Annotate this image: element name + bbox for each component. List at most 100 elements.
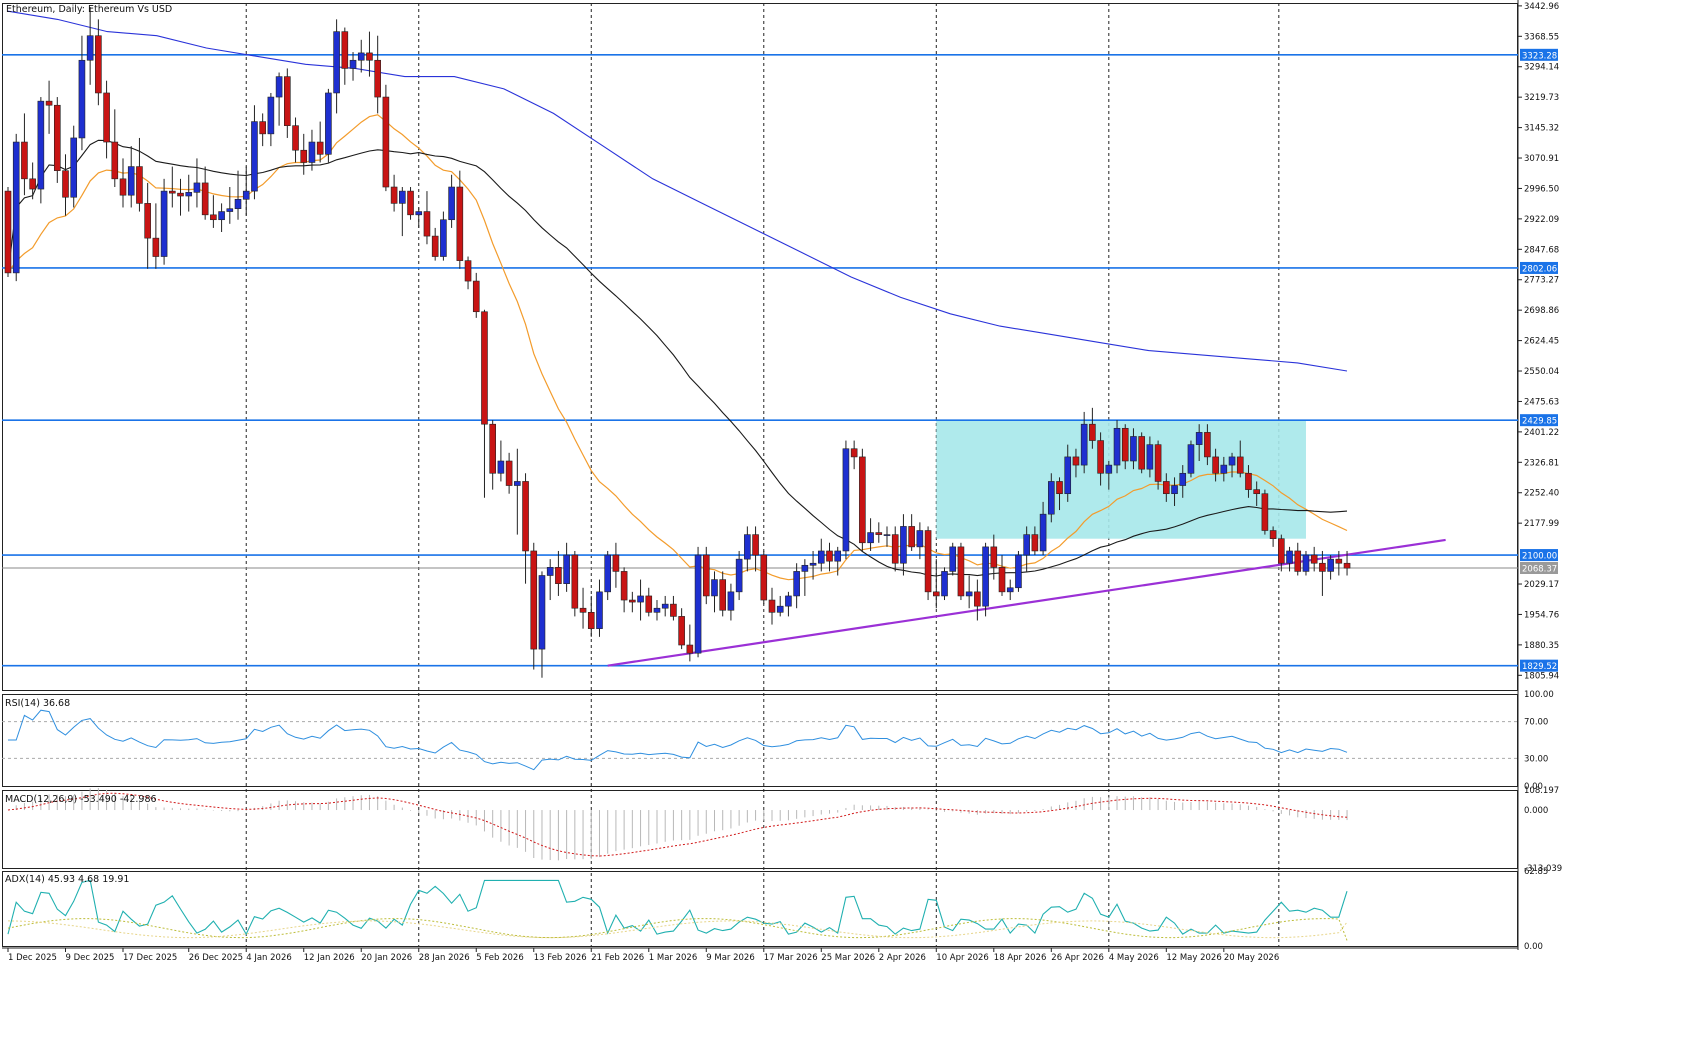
macd-axis-label: 108.197	[1524, 786, 1559, 796]
bear-candle	[423, 211, 431, 237]
bull-candle	[694, 554, 702, 654]
bear-candle	[119, 178, 127, 196]
indicators-layer	[2, 709, 1518, 941]
price-axis-label: 3442.96	[1524, 2, 1559, 12]
price-axis-label: 3219.73	[1524, 93, 1559, 103]
bull-candle	[793, 571, 800, 597]
bear-candle	[111, 141, 119, 180]
bear-candle	[752, 534, 759, 556]
candles-layer	[4, 7, 1351, 678]
bear-candle	[719, 579, 727, 611]
bear-candle	[974, 591, 981, 607]
bull-candle	[193, 182, 201, 193]
bull-candle	[1048, 481, 1055, 515]
bear-candle	[144, 203, 151, 239]
bear-candle	[760, 554, 768, 601]
rsi-axis-label: 70.00	[1524, 718, 1548, 728]
time-axis-label: 9 Mar 2026	[706, 953, 754, 963]
time-axis-label: 17 Mar 2026	[764, 953, 818, 963]
bear-candle	[1138, 436, 1145, 470]
time-axis-label: 4 May 2026	[1109, 953, 1159, 963]
bear-candle	[292, 125, 299, 151]
rsi-axis-label: 30.00	[1524, 754, 1548, 764]
bear-candle	[456, 186, 464, 261]
bear-candle	[53, 104, 61, 171]
bull-candle	[185, 192, 193, 197]
bull-candle	[809, 562, 817, 566]
adx-minus-di-line	[7, 920, 1348, 939]
bear-candle	[374, 59, 381, 98]
price-level-label: 2429.85	[1522, 417, 1557, 427]
price-axis-label: 3294.14	[1524, 63, 1559, 73]
bull-candle	[949, 546, 957, 572]
bear-candle	[587, 612, 595, 629]
bull-candle	[596, 591, 603, 629]
bear-candle	[201, 182, 209, 216]
bull-candle	[735, 558, 743, 593]
bull-candle	[637, 595, 644, 603]
macd-signal-line	[7, 792, 1348, 857]
bear-candle	[1121, 427, 1129, 462]
bear-candle	[686, 644, 694, 654]
bear-candle	[957, 546, 965, 597]
price-axis-layer: 3323.28 2802.06 2429.85 2100.00 1829.52 2068.…	[1518, 2, 1562, 952]
price-axis-label: 1880.35	[1524, 641, 1559, 651]
bull-candle	[448, 186, 455, 221]
price-axis-label: 2624.45	[1524, 337, 1559, 347]
bear-candle	[1319, 562, 1326, 572]
time-axis-label: 20 Jan 2026	[361, 953, 412, 963]
bull-candle	[1187, 444, 1195, 474]
rsi-axis-label: 0.00	[1524, 782, 1543, 792]
bear-candle	[1154, 444, 1162, 482]
bear-candle	[103, 92, 110, 143]
bull-candle	[70, 137, 78, 198]
price-axis-label: 3070.91	[1524, 154, 1559, 164]
time-axis-label: 28 Jan 2026	[419, 953, 470, 963]
bull-candle	[1015, 554, 1022, 589]
bear-candle	[891, 534, 899, 564]
price-level-tag	[1520, 659, 1558, 672]
bear-candle	[1031, 534, 1039, 552]
bull-candle	[916, 530, 924, 548]
time-axis-label: 21 Feb 2026	[591, 953, 644, 963]
bull-candle	[1146, 444, 1154, 470]
bear-candle	[1269, 530, 1277, 539]
bear-candle	[645, 595, 653, 613]
bull-candle	[941, 571, 948, 597]
bull-candle	[1179, 472, 1187, 486]
time-axis-label: 12 May 2026	[1166, 953, 1221, 963]
sma-mid-line	[7, 139, 1348, 577]
bull-candle	[12, 141, 20, 274]
current-price-tag	[1520, 561, 1558, 574]
price-axis-label: 2401.22	[1524, 428, 1559, 438]
bull-candle	[1080, 423, 1088, 466]
bull-candle	[1064, 456, 1072, 495]
bear-candle	[366, 52, 373, 61]
bear-candle	[1097, 440, 1104, 474]
bear-candle	[21, 141, 28, 180]
adx-line	[7, 879, 1348, 936]
bull-candle	[160, 190, 168, 257]
bear-candle	[1261, 493, 1269, 531]
bear-candle	[1204, 432, 1211, 458]
bull-candle	[349, 59, 357, 69]
bear-candle	[990, 546, 998, 568]
bear-candle	[1072, 456, 1080, 466]
bull-candle	[275, 76, 283, 98]
price-axis-label: 2996.50	[1524, 184, 1559, 194]
bull-candle	[37, 100, 45, 190]
bear-candle	[152, 237, 160, 257]
bull-candle	[1171, 485, 1178, 495]
bull-candle	[546, 567, 554, 576]
current-price-label: 2068.37	[1522, 564, 1557, 574]
bear-candle	[382, 96, 390, 188]
price-axis-label: 2252.40	[1524, 489, 1559, 499]
price-axis-label: 2177.99	[1524, 519, 1559, 529]
bull-candle	[653, 607, 661, 613]
price-axis-label: 2475.63	[1524, 397, 1559, 407]
bull-candle	[1228, 456, 1236, 466]
time-axis-layer: 1 Dec 2025 9 Dec 2025 17 Dec 2025 26 Dec 20…	[2, 947, 1518, 963]
bull-candle	[661, 603, 669, 609]
